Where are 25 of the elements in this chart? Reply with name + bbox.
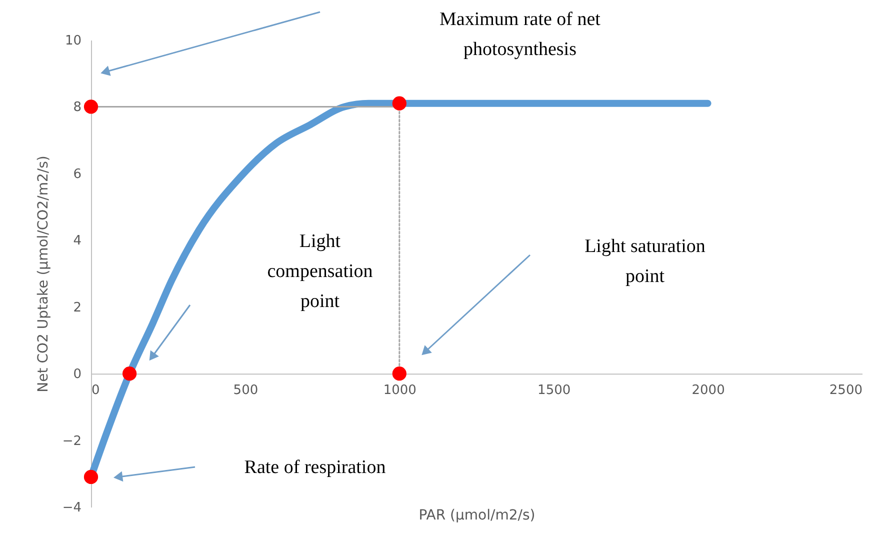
y-tick-label: 6 xyxy=(73,166,82,182)
point xyxy=(392,96,406,110)
annotation: Light compensation point xyxy=(267,231,374,312)
point xyxy=(84,100,98,114)
x-tick-label: 2000 xyxy=(692,383,725,398)
y-tick-label: 8 xyxy=(73,100,82,116)
y-tick-label: 2 xyxy=(73,300,82,316)
y-tick-label: 0 xyxy=(73,367,82,382)
y-tick-label: −2 xyxy=(62,434,82,449)
x-axis-title: PAR (µmol/m2/s) xyxy=(418,508,536,524)
x-tick-label: 1000 xyxy=(383,383,416,398)
point xyxy=(122,366,137,381)
x-tick-label: 2500 xyxy=(829,383,862,398)
x-tick-label: 500 xyxy=(233,383,258,398)
point xyxy=(84,470,98,484)
point xyxy=(392,366,406,381)
annotation: Light saturation point xyxy=(584,236,706,287)
annotation: Maximum rate of net photosynthesis xyxy=(440,9,602,60)
y-tick-label: −4 xyxy=(62,500,82,516)
x-tick-label: 0 xyxy=(92,383,100,398)
y-tick-label: 4 xyxy=(73,234,82,249)
x-tick-label: 1500 xyxy=(538,383,571,398)
y-axis-title: Net CO2 Uptake (µmol/CO2/m2/s) xyxy=(35,156,52,392)
annotation: Rate of respiration xyxy=(244,457,386,478)
y-tick-label: 10 xyxy=(64,34,82,48)
